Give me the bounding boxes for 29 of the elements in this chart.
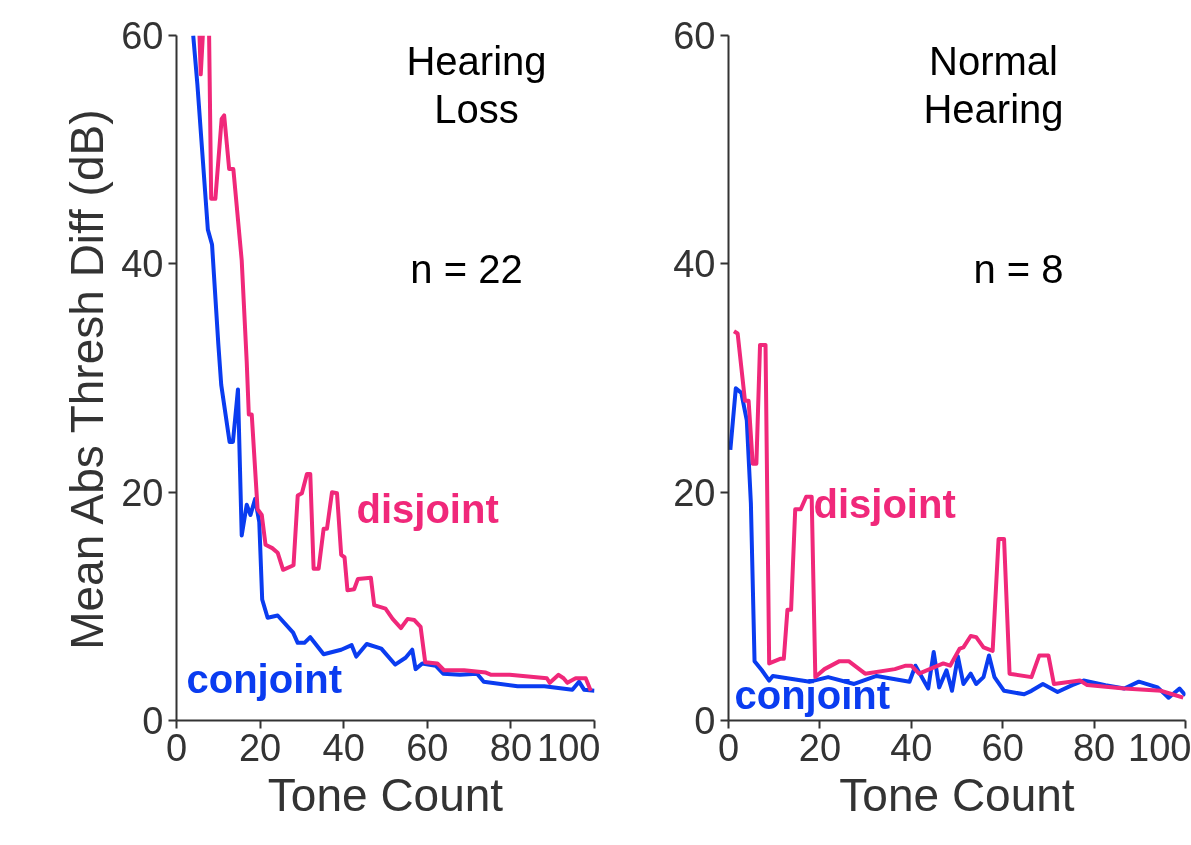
y-tick-label: 40 <box>673 243 716 286</box>
x-tick-label: 80 <box>1072 726 1116 769</box>
x-tick-label: 40 <box>890 726 933 769</box>
y-axis-title: Mean Abs Thresh Diff (dB) <box>61 109 114 650</box>
y-tick-label: 0 <box>142 700 164 742</box>
series-label: conjoint <box>734 672 891 717</box>
y-tick-label: 0 <box>694 700 716 742</box>
y-tick-label: 20 <box>673 471 716 514</box>
series-label: disjoint <box>813 481 956 526</box>
text: Normal Hearing <box>923 38 1064 131</box>
x-tick-label: 20 <box>238 726 282 769</box>
text: Hearing Loss <box>406 38 547 131</box>
x-axis-title: Tone Count <box>839 768 1075 821</box>
y-tick-label: 60 <box>121 15 164 57</box>
x-tick-label: 100 <box>537 726 601 769</box>
annotation: n = 8 <box>973 246 1064 291</box>
y-tick-label: 20 <box>121 471 164 514</box>
x-tick-label: 60 <box>981 726 1024 769</box>
x-tick-label: 80 <box>489 726 533 769</box>
x-tick-label: 20 <box>798 726 842 769</box>
x-tick-label: 60 <box>406 726 449 769</box>
series-label: conjoint <box>186 656 343 701</box>
series-label: disjoint <box>356 486 499 531</box>
y-tick-label: 60 <box>673 15 716 57</box>
annotation: n = 22 <box>410 246 523 291</box>
x-axis-title: Tone Count <box>267 768 504 821</box>
y-tick-label: 40 <box>121 243 164 286</box>
x-tick-label: 40 <box>322 726 365 769</box>
x-tick-label: 100 <box>1128 726 1191 769</box>
